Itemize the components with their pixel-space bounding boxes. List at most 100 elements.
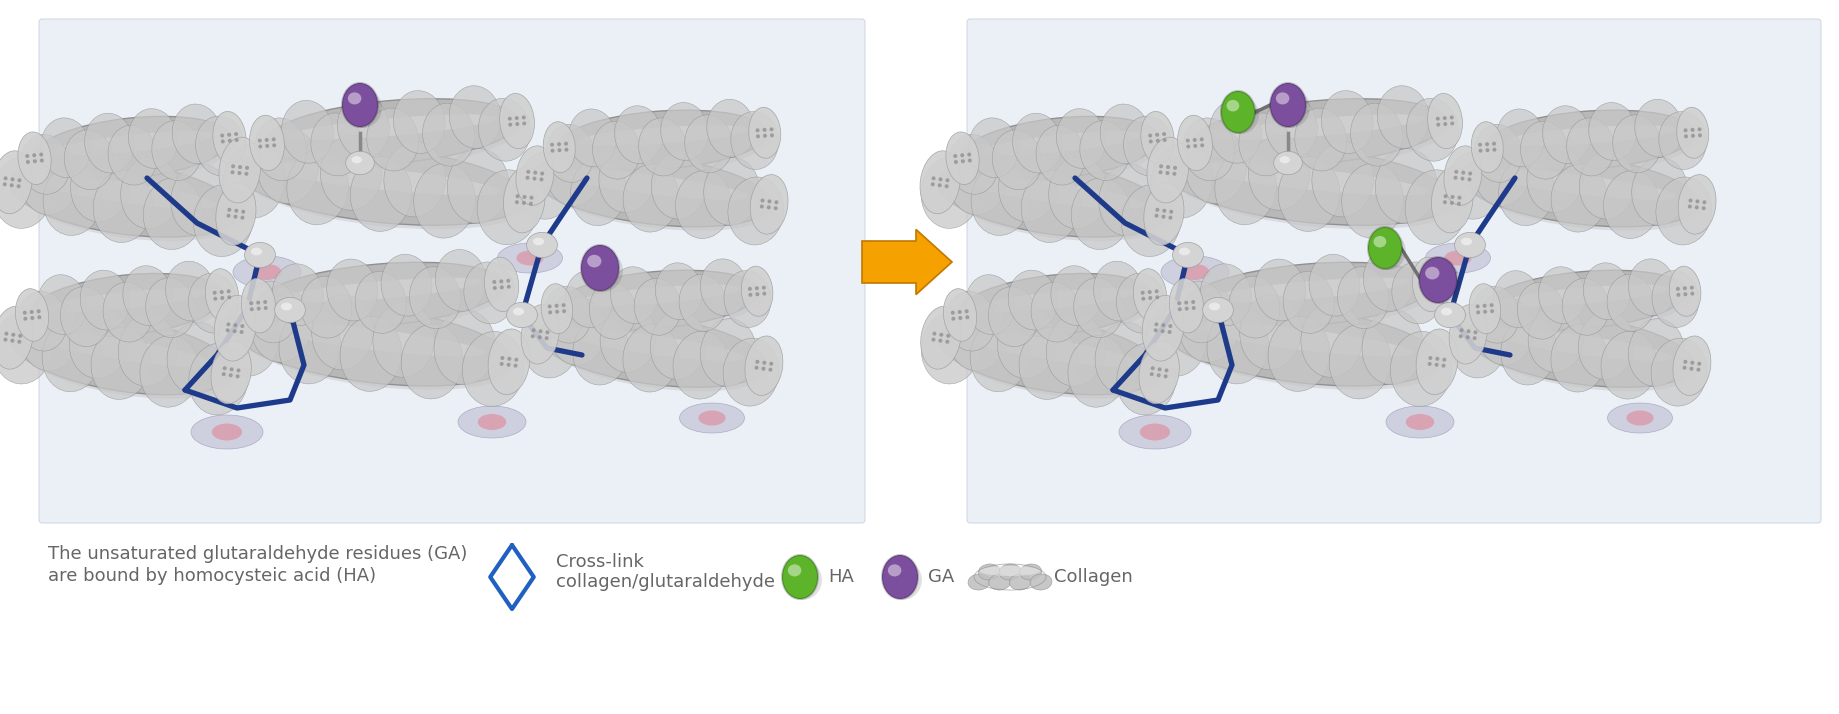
- Ellipse shape: [1249, 135, 1309, 210]
- Ellipse shape: [280, 309, 340, 384]
- Ellipse shape: [239, 330, 243, 334]
- Ellipse shape: [1019, 328, 1078, 399]
- Ellipse shape: [351, 156, 362, 164]
- Ellipse shape: [1468, 171, 1473, 176]
- Ellipse shape: [33, 278, 228, 341]
- Ellipse shape: [1451, 195, 1455, 199]
- Ellipse shape: [1170, 210, 1173, 213]
- Ellipse shape: [1416, 329, 1458, 395]
- Ellipse shape: [1436, 123, 1440, 126]
- Ellipse shape: [1451, 310, 1506, 378]
- Ellipse shape: [1690, 128, 1694, 132]
- Ellipse shape: [971, 320, 1030, 392]
- Ellipse shape: [1280, 156, 1289, 164]
- Ellipse shape: [1228, 276, 1280, 338]
- Ellipse shape: [1170, 149, 1458, 229]
- Ellipse shape: [1703, 200, 1707, 204]
- Ellipse shape: [11, 333, 15, 337]
- Ellipse shape: [522, 201, 526, 205]
- Ellipse shape: [978, 564, 1000, 580]
- Ellipse shape: [1157, 373, 1160, 377]
- Ellipse shape: [1444, 194, 1447, 198]
- Ellipse shape: [513, 308, 524, 316]
- FancyBboxPatch shape: [39, 19, 864, 523]
- Ellipse shape: [1550, 164, 1607, 232]
- Ellipse shape: [1056, 109, 1105, 169]
- Text: The unsaturated glutaraldehyde residues (GA): The unsaturated glutaraldehyde residues …: [48, 545, 467, 563]
- Ellipse shape: [1157, 367, 1162, 371]
- Ellipse shape: [522, 310, 579, 378]
- Ellipse shape: [230, 367, 234, 371]
- Ellipse shape: [977, 288, 1135, 312]
- Ellipse shape: [1148, 296, 1153, 300]
- Ellipse shape: [153, 121, 200, 181]
- Ellipse shape: [701, 259, 747, 316]
- Ellipse shape: [1486, 149, 1490, 152]
- Ellipse shape: [257, 129, 318, 203]
- Ellipse shape: [39, 153, 42, 156]
- Ellipse shape: [763, 361, 767, 365]
- Ellipse shape: [221, 139, 224, 144]
- Ellipse shape: [1019, 564, 1041, 580]
- Ellipse shape: [1683, 129, 1688, 132]
- Ellipse shape: [1473, 331, 1477, 334]
- Ellipse shape: [1184, 306, 1188, 311]
- Ellipse shape: [1155, 289, 1159, 293]
- Ellipse shape: [287, 150, 348, 225]
- Ellipse shape: [769, 127, 774, 131]
- Ellipse shape: [526, 170, 530, 174]
- Ellipse shape: [20, 134, 70, 194]
- Ellipse shape: [1068, 336, 1127, 407]
- Ellipse shape: [550, 298, 605, 366]
- Ellipse shape: [748, 287, 752, 291]
- Ellipse shape: [366, 108, 419, 171]
- Ellipse shape: [888, 564, 901, 576]
- Ellipse shape: [1602, 331, 1657, 399]
- Ellipse shape: [1486, 142, 1490, 146]
- Ellipse shape: [774, 200, 778, 204]
- Ellipse shape: [11, 316, 234, 395]
- Ellipse shape: [723, 338, 780, 406]
- Ellipse shape: [1140, 423, 1170, 441]
- Ellipse shape: [951, 311, 954, 315]
- Ellipse shape: [1160, 256, 1228, 288]
- Ellipse shape: [261, 266, 508, 332]
- Ellipse shape: [1442, 363, 1445, 368]
- Ellipse shape: [1116, 273, 1166, 333]
- Ellipse shape: [237, 308, 515, 390]
- Ellipse shape: [611, 267, 657, 323]
- Ellipse shape: [340, 316, 401, 391]
- Ellipse shape: [522, 195, 526, 199]
- Ellipse shape: [1427, 94, 1462, 149]
- Ellipse shape: [1094, 322, 1155, 394]
- Ellipse shape: [1221, 91, 1254, 133]
- Ellipse shape: [638, 118, 686, 176]
- Ellipse shape: [1468, 178, 1471, 181]
- Ellipse shape: [684, 115, 732, 173]
- Ellipse shape: [1166, 145, 1455, 225]
- Ellipse shape: [478, 414, 506, 430]
- Ellipse shape: [188, 273, 237, 333]
- Ellipse shape: [478, 99, 530, 161]
- Ellipse shape: [533, 238, 544, 246]
- Ellipse shape: [1140, 291, 1144, 295]
- Ellipse shape: [1670, 266, 1701, 316]
- Ellipse shape: [414, 164, 474, 238]
- Ellipse shape: [410, 267, 460, 328]
- Ellipse shape: [1166, 171, 1170, 175]
- Ellipse shape: [763, 134, 767, 138]
- Ellipse shape: [673, 331, 728, 399]
- Ellipse shape: [1227, 100, 1239, 111]
- Ellipse shape: [965, 309, 969, 313]
- Ellipse shape: [1482, 270, 1686, 330]
- Ellipse shape: [1153, 328, 1159, 332]
- Ellipse shape: [1208, 303, 1219, 311]
- Ellipse shape: [1370, 232, 1405, 270]
- Ellipse shape: [1683, 366, 1686, 370]
- Ellipse shape: [206, 268, 239, 321]
- Ellipse shape: [1517, 282, 1565, 339]
- Ellipse shape: [1697, 362, 1701, 366]
- Ellipse shape: [506, 278, 509, 283]
- Ellipse shape: [1434, 303, 1466, 328]
- Ellipse shape: [1223, 96, 1260, 134]
